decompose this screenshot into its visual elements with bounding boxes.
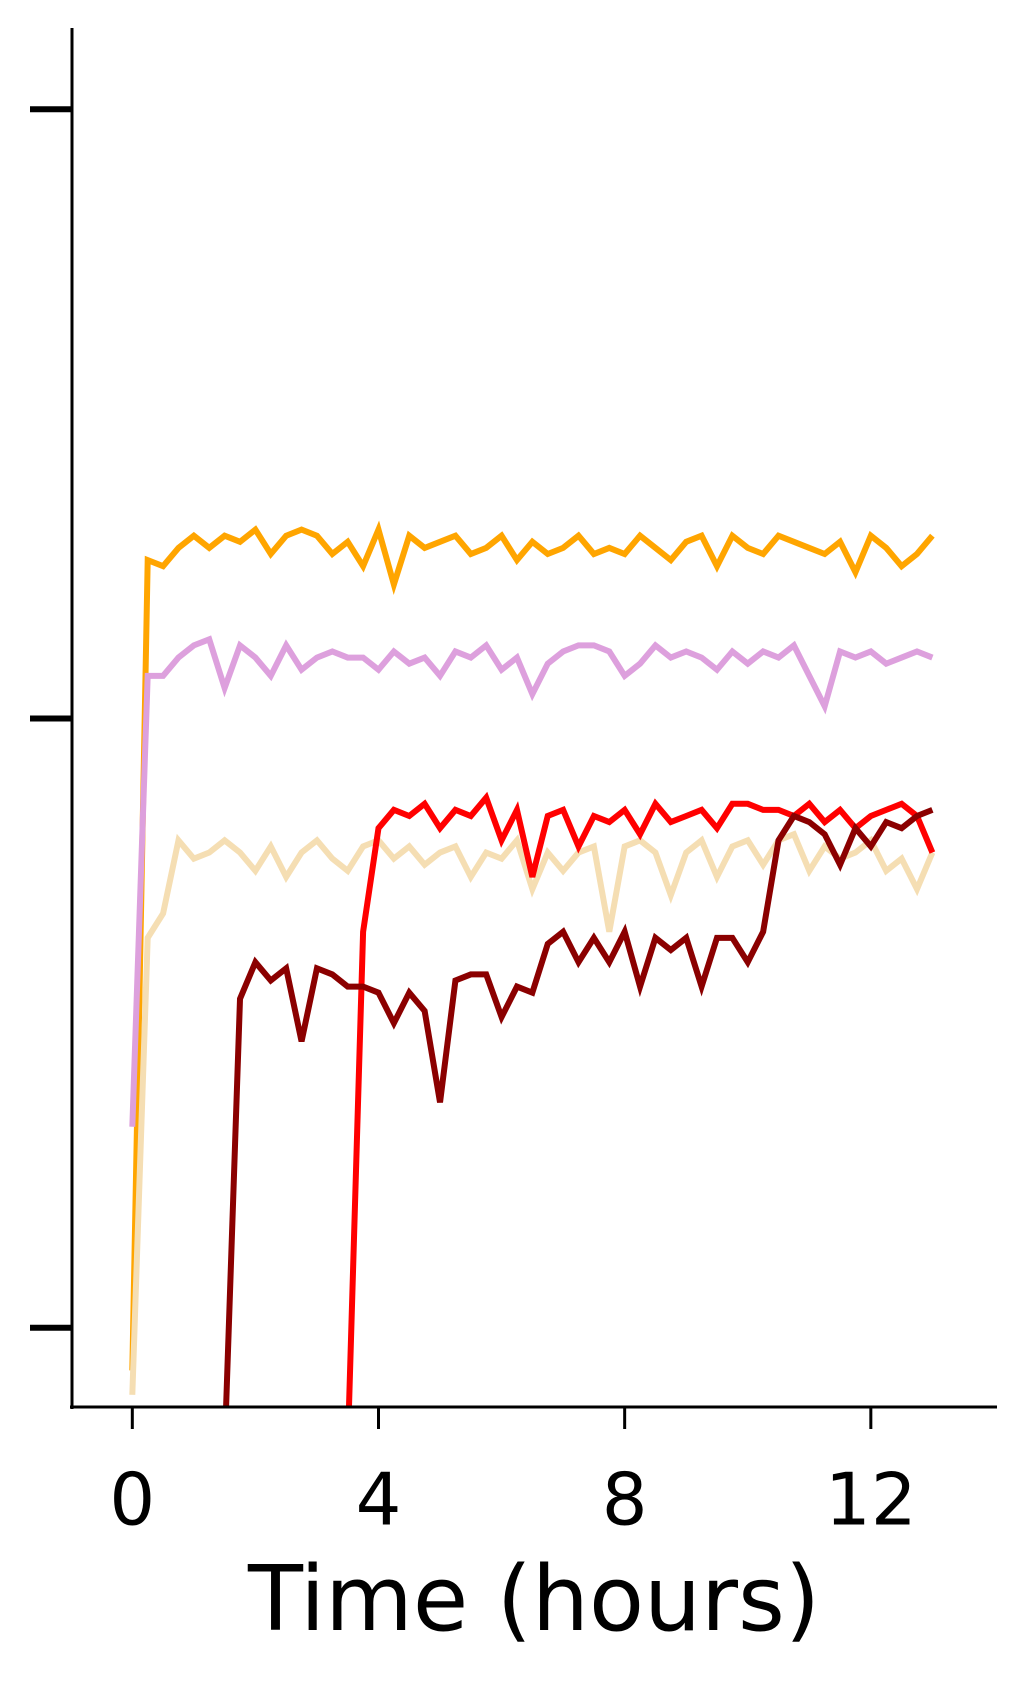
x-axis-title: Time (hours) — [247, 1547, 820, 1652]
series-line — [129, 520, 935, 1371]
x-tick-label: 12 — [825, 1458, 917, 1542]
plot-area — [129, 520, 936, 1407]
x-tick-label: 4 — [356, 1458, 402, 1542]
series-line — [223, 807, 934, 1407]
series-line — [129, 635, 934, 1127]
series-line — [129, 830, 936, 1395]
x-tick-label: 8 — [602, 1458, 648, 1542]
series-line — [345, 791, 936, 1407]
x-tick-label: 0 — [109, 1458, 155, 1542]
